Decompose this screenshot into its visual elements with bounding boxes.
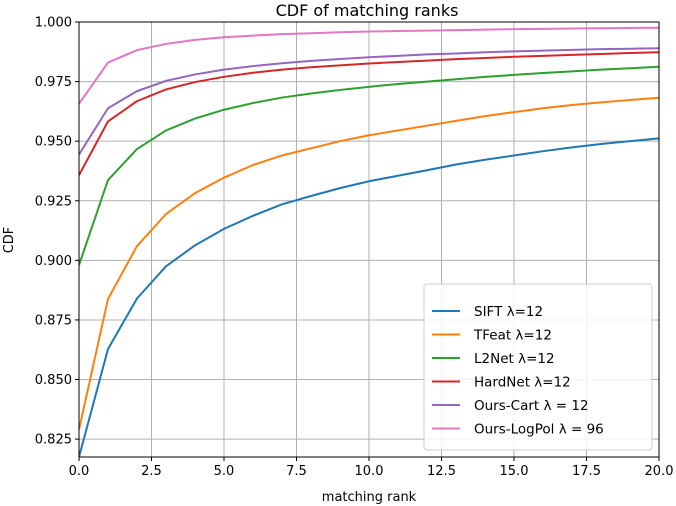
legend-entry: Ours-Cart λ = 12: [474, 398, 589, 414]
series-line-1: [79, 96, 659, 430]
legend-entry: L2Net λ=12: [474, 351, 555, 367]
series-line-5: [79, 26, 659, 105]
y-tick-label: 0.875: [35, 313, 72, 328]
series-line-4: [79, 47, 659, 156]
y-tick-label: 0.975: [35, 75, 72, 90]
legend-entry: SIFT λ=12: [474, 304, 543, 320]
legend: SIFT λ=12 TFeat λ=12 L2Net λ=12 HardNet λ=1…: [423, 283, 653, 451]
legend-entry: Ours-LogPol λ = 96: [474, 422, 604, 438]
x-axis-label: matching rank: [322, 490, 417, 505]
y-tick-label: 0.900: [35, 254, 72, 269]
series-line-0: [79, 137, 659, 457]
y-tick-label: 0.950: [35, 135, 72, 150]
legend-entry: HardNet λ=12: [474, 375, 571, 391]
y-tick-label: 1.000: [35, 16, 72, 31]
x-tick-label: 5.0: [214, 464, 235, 479]
x-tick-label: 17.5: [572, 464, 601, 479]
x-tick-label: 0.0: [69, 464, 90, 479]
chart-title: CDF of matching ranks: [276, 1, 459, 20]
legend-entry: TFeat λ=12: [473, 328, 552, 344]
series-line-3: [79, 51, 659, 176]
legend-box: [423, 283, 653, 451]
x-tick-label: 7.5: [286, 464, 307, 479]
y-axis-label: CDF: [2, 227, 17, 254]
x-tick-label: 10.0: [355, 464, 384, 479]
y-tick-label: 0.850: [35, 373, 72, 388]
x-tick-label: 15.0: [500, 464, 529, 479]
y-tick-label: 0.925: [35, 194, 72, 209]
series-line-2: [79, 65, 659, 266]
x-axis-ticks: 0.0 2.5 5.0 7.5 10.0 12.5 15.0 17.5 20.0: [69, 457, 674, 479]
x-tick-label: 20.0: [645, 464, 674, 479]
x-tick-label: 2.5: [141, 464, 162, 479]
y-axis-ticks: 0.825 0.850 0.875 0.900 0.925 0.950 0.975 1.000: [35, 16, 79, 448]
y-tick-label: 0.825: [35, 433, 72, 448]
series-lines: [79, 26, 659, 457]
x-tick-label: 12.5: [427, 464, 456, 479]
